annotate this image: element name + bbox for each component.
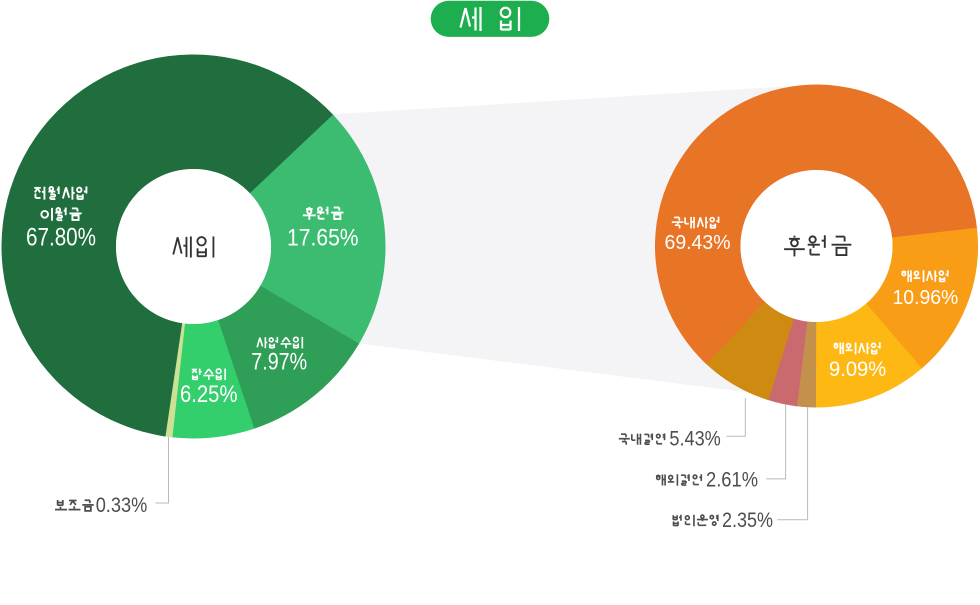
svg-text:2.61%: 2.61% (706, 468, 758, 492)
svg-text:69.43%: 69.43% (665, 231, 731, 254)
svg-text:67.80%: 67.80% (26, 224, 96, 252)
svg-text:2.35%: 2.35% (722, 508, 773, 532)
svg-text:9.09%: 9.09% (829, 357, 886, 381)
svg-text:0.33%: 0.33% (96, 493, 148, 517)
svg-text:10.96%: 10.96% (893, 286, 959, 309)
svg-text:6.25%: 6.25% (180, 381, 238, 408)
svg-text:17.65%: 17.65% (287, 225, 359, 252)
svg-text:7.97%: 7.97% (251, 349, 307, 376)
svg-text:5.43%: 5.43% (669, 427, 720, 451)
